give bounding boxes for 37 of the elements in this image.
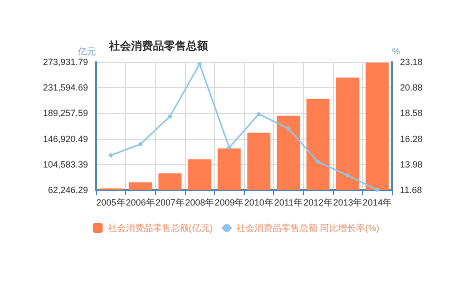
x-tick-label: 2007年 <box>155 198 185 208</box>
x-tick-label: 2014年 <box>362 198 392 208</box>
y2-tick-label: 16.28 <box>400 134 423 144</box>
y-tick-label: 62,246.29 <box>48 185 88 195</box>
x-tick-label: 2012年 <box>303 198 333 208</box>
point <box>375 188 380 192</box>
point <box>316 160 320 164</box>
y-tick-label: 104,583.39 <box>42 159 88 170</box>
point <box>168 114 172 118</box>
x-tick-label: 2010年 <box>244 198 274 208</box>
legend-label: 社会消费品零售总额(亿元) <box>108 223 213 233</box>
x-tick-label: 2013年 <box>333 198 362 208</box>
y2-axis-title: % <box>392 46 400 56</box>
x-tick-label: 2008年 <box>185 198 214 208</box>
y2-tick-label: 18.58 <box>400 108 423 118</box>
y2-tick-label: 23.18 <box>400 57 423 67</box>
point <box>138 142 142 146</box>
x-tick-label: 2006年 <box>126 198 155 208</box>
y2-tick-label: 11.68 <box>400 185 422 195</box>
x-tick-label: 2011年 <box>274 198 303 208</box>
y2-tick-label: 13.98 <box>400 159 423 170</box>
point <box>256 112 261 116</box>
point <box>198 62 202 66</box>
point <box>108 153 113 158</box>
y-tick-label: 231,594.69 <box>42 82 88 93</box>
y-tick-label: 189,257.59 <box>42 108 88 118</box>
y-tick-label: 273,931.79 <box>42 57 88 67</box>
point <box>346 173 350 178</box>
y-axis-title: 亿元 <box>77 46 96 56</box>
point <box>227 145 232 150</box>
point <box>286 126 290 131</box>
legend-label: 社会消费品零售总额 同比增长率(%) <box>236 223 380 233</box>
chart-title: 社会消费品零售总额 <box>108 40 209 52</box>
y2-tick-label: 20.88 <box>400 82 423 93</box>
y-tick-label: 146,920.49 <box>42 134 88 144</box>
x-tick-label: 2005年 <box>96 198 126 208</box>
x-tick-label: 2009年 <box>214 198 244 208</box>
